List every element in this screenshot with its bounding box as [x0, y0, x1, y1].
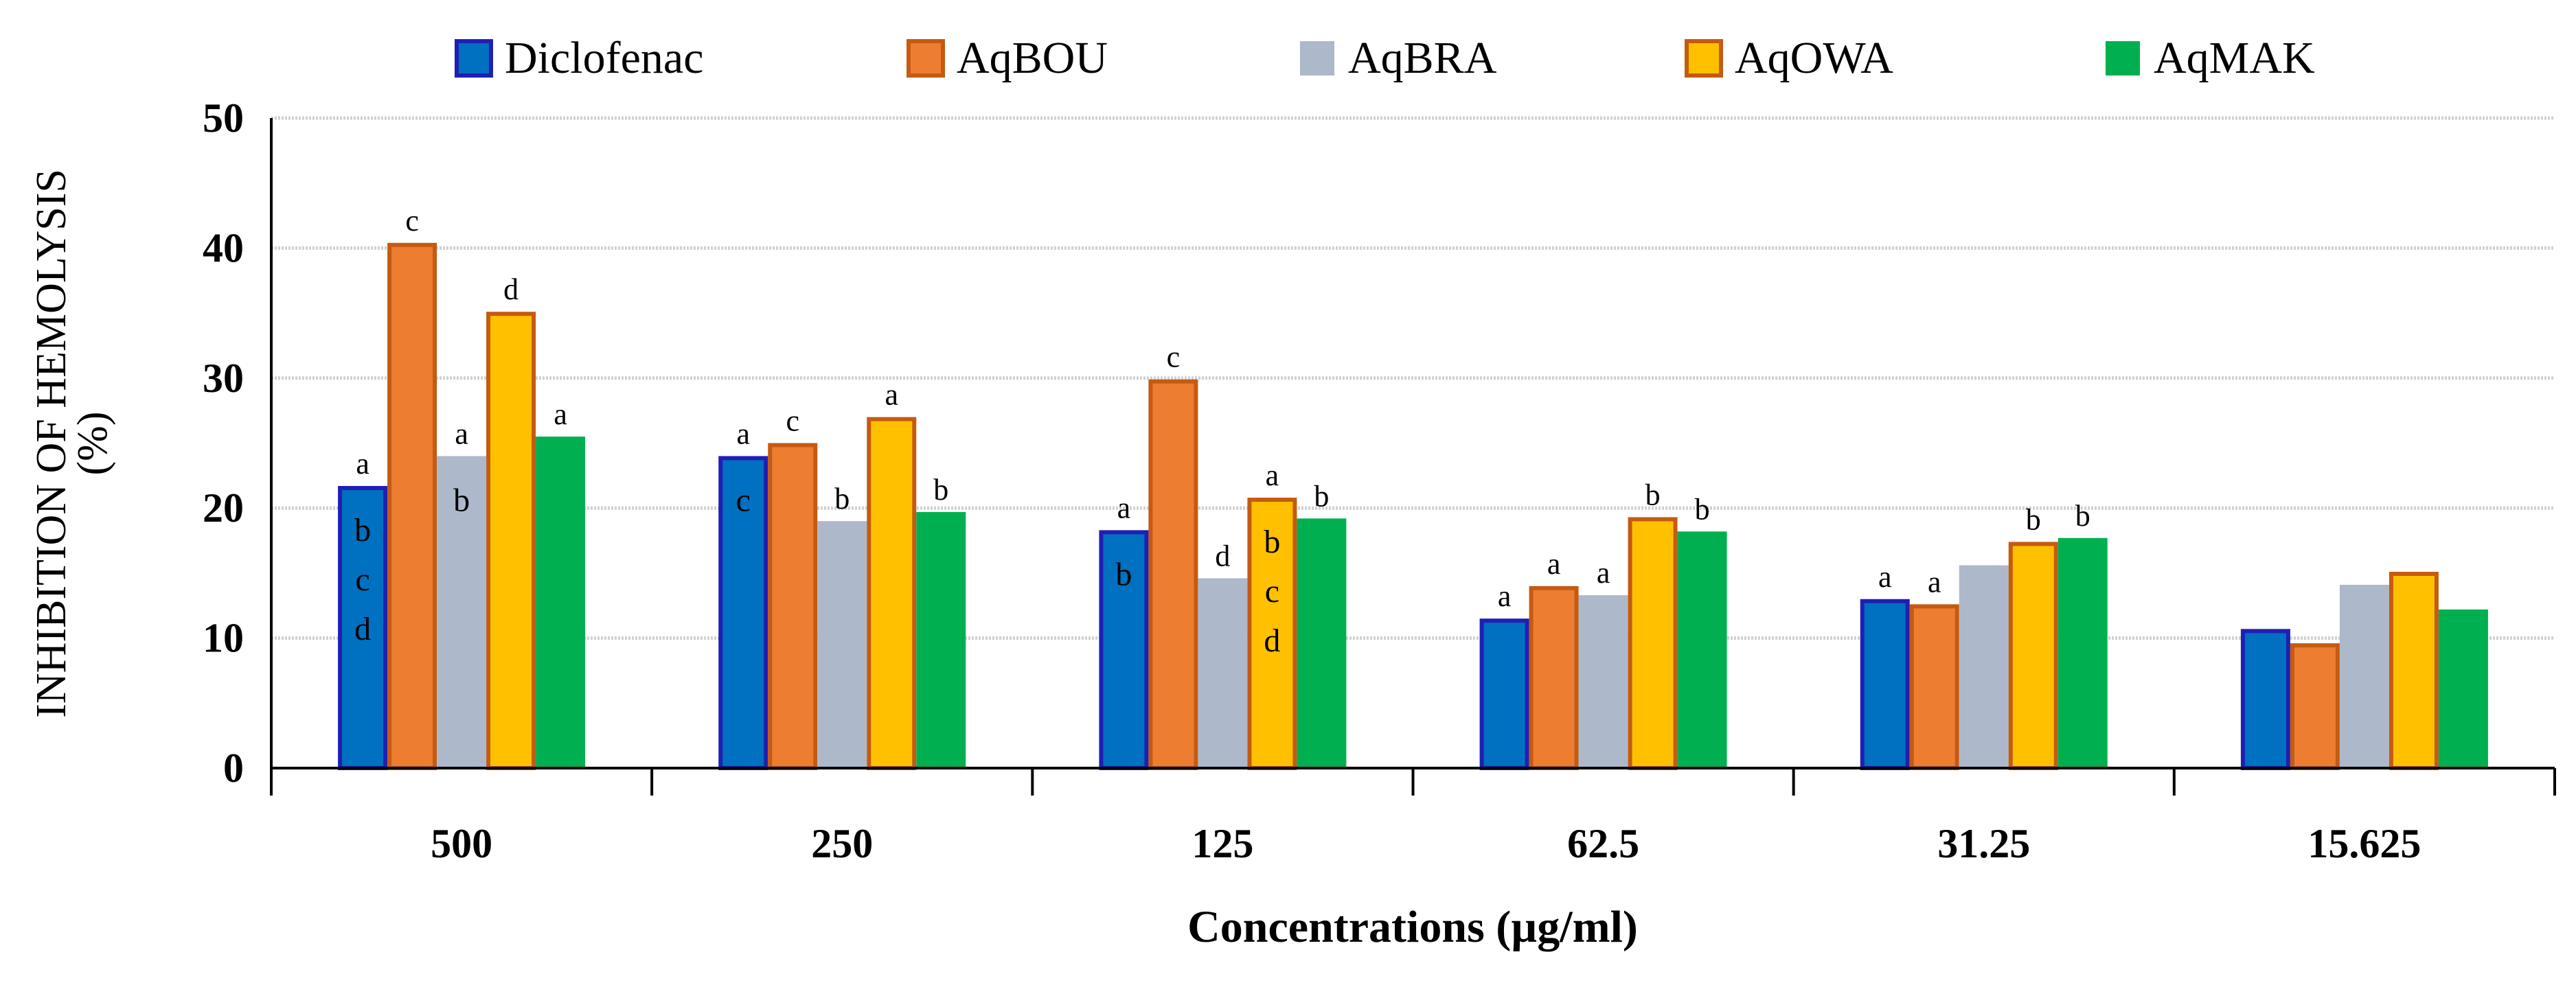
bar-aqbou-31.25 — [1909, 604, 1959, 771]
significance-label: d — [503, 273, 518, 306]
y-tick-label: 30 — [203, 356, 244, 401]
significance-label-inside: d — [1264, 623, 1280, 659]
significance-label: a — [554, 397, 567, 431]
legend-swatch-aqbra — [1300, 41, 1334, 76]
y-tick-label: 10 — [203, 616, 244, 661]
legend-label: AqBRA — [1348, 33, 1497, 83]
x-tick-label: 31.25 — [1937, 821, 2030, 866]
significance-label: b — [1645, 478, 1661, 511]
bar-aqmak-15.625 — [2438, 609, 2488, 768]
legend-swatch-aqbou — [907, 39, 945, 78]
bar-aqbou-250 — [768, 443, 818, 770]
y-tick-label: 20 — [203, 485, 244, 531]
y-axis-title: INHIBITION OF HEMOLYSIS — [28, 169, 75, 718]
significance-label: a — [1547, 547, 1561, 581]
y-tick-label: 40 — [203, 225, 244, 270]
significance-label: a — [455, 417, 468, 450]
bar-aqmak-500 — [536, 437, 586, 768]
significance-label: a — [1266, 459, 1279, 492]
bar-diclofenac-62.5 — [1479, 618, 1529, 770]
bar-aqowa-31.25 — [2008, 542, 2058, 770]
bar-aqmak-31.25 — [2058, 537, 2108, 768]
significance-label: a — [1597, 556, 1610, 590]
significance-label: b — [2026, 502, 2041, 536]
legend: Diclofenac AqBOU AqBRA AqOWA AqMAK — [455, 33, 2315, 83]
significance-label: a — [885, 378, 898, 412]
y-tick-label: 0 — [223, 745, 244, 791]
bar-aqowa-125 — [1247, 498, 1297, 770]
legend-label: AqBOU — [957, 33, 1108, 83]
y-tick-label: 50 — [203, 95, 244, 141]
legend-label: AqOWA — [1735, 33, 1893, 83]
bar-aqbra-250 — [817, 521, 867, 768]
significance-label: c — [405, 204, 419, 237]
bar-aqbou-62.5 — [1529, 586, 1579, 771]
bar-aqowa-15.625 — [2389, 572, 2439, 770]
bar-aqbra-15.625 — [2339, 584, 2389, 768]
significance-label: d — [1215, 539, 1230, 572]
significance-label: a — [1878, 560, 1892, 594]
significance-label: b — [834, 482, 850, 515]
significance-label: b — [1314, 479, 1329, 513]
significance-label: b — [2075, 499, 2090, 533]
legend-swatch-diclofenac — [455, 39, 493, 78]
x-tick-label: 500 — [431, 821, 492, 866]
significance-label-inside: c — [355, 561, 369, 598]
axes: 0 10 20 30 40 50 500 250 125 62.5 31.25 15.625 — [203, 95, 2556, 866]
x-tick-label: 62.5 — [1567, 821, 1639, 866]
significance-label: a — [356, 447, 369, 480]
legend-swatch-aqmak — [2106, 41, 2140, 76]
bar-aqowa-250 — [867, 417, 917, 770]
bar-aqbou-15.625 — [2290, 643, 2340, 771]
bar-aqbra-62.5 — [1578, 595, 1628, 768]
bar-aqowa-500 — [486, 312, 536, 770]
bar-aqbra-500 — [437, 456, 487, 768]
significance-label: a — [1117, 491, 1131, 524]
x-axis-title: Concentrations (µg/ml) — [1187, 902, 1638, 952]
significance-label-inside: b — [354, 512, 371, 548]
significance-label: b — [1695, 492, 1710, 526]
legend-label: Diclofenac — [505, 33, 704, 83]
significance-label: b — [933, 473, 948, 507]
x-tick-label: 125 — [1192, 821, 1253, 866]
significance-label-inside: d — [354, 611, 371, 647]
significance-label: a — [1498, 579, 1512, 613]
x-tick-label: 15.625 — [2307, 821, 2421, 866]
significance-label: a — [1928, 565, 1941, 599]
gridlines — [271, 116, 2555, 640]
bar-aqmak-250 — [916, 511, 966, 768]
y-axis-unit: (%) — [69, 412, 116, 476]
significance-label-inside: c — [736, 482, 751, 518]
significance-label-inside: b — [1115, 556, 1132, 592]
bar-diclofenac-31.25 — [1860, 599, 1910, 771]
significance-label-inside: b — [1264, 524, 1280, 560]
bar-aqbra-31.25 — [1959, 565, 2009, 768]
bar-diclofenac-500 — [338, 486, 388, 770]
legend-label: AqMAK — [2154, 33, 2315, 83]
significance-label-inside: c — [1265, 573, 1279, 610]
bar-diclofenac-125 — [1099, 530, 1149, 770]
significance-label: a — [736, 417, 750, 450]
significance-label-inside: b — [453, 482, 470, 518]
bar-aqowa-62.5 — [1628, 517, 1678, 770]
significance-label: c — [1167, 340, 1181, 374]
x-tick-label: 250 — [811, 821, 873, 866]
bar-diclofenac-250 — [718, 456, 768, 770]
bar-aqbou-125 — [1148, 379, 1198, 770]
legend-swatch-aqowa — [1685, 39, 1723, 78]
bar-aqmak-62.5 — [1677, 531, 1727, 768]
significance-label: c — [786, 404, 799, 438]
bar-diclofenac-15.625 — [2240, 629, 2290, 770]
bar-aqbra-125 — [1198, 578, 1248, 768]
bar-aqmak-125 — [1297, 518, 1347, 768]
bar-aqbou-500 — [387, 242, 437, 771]
